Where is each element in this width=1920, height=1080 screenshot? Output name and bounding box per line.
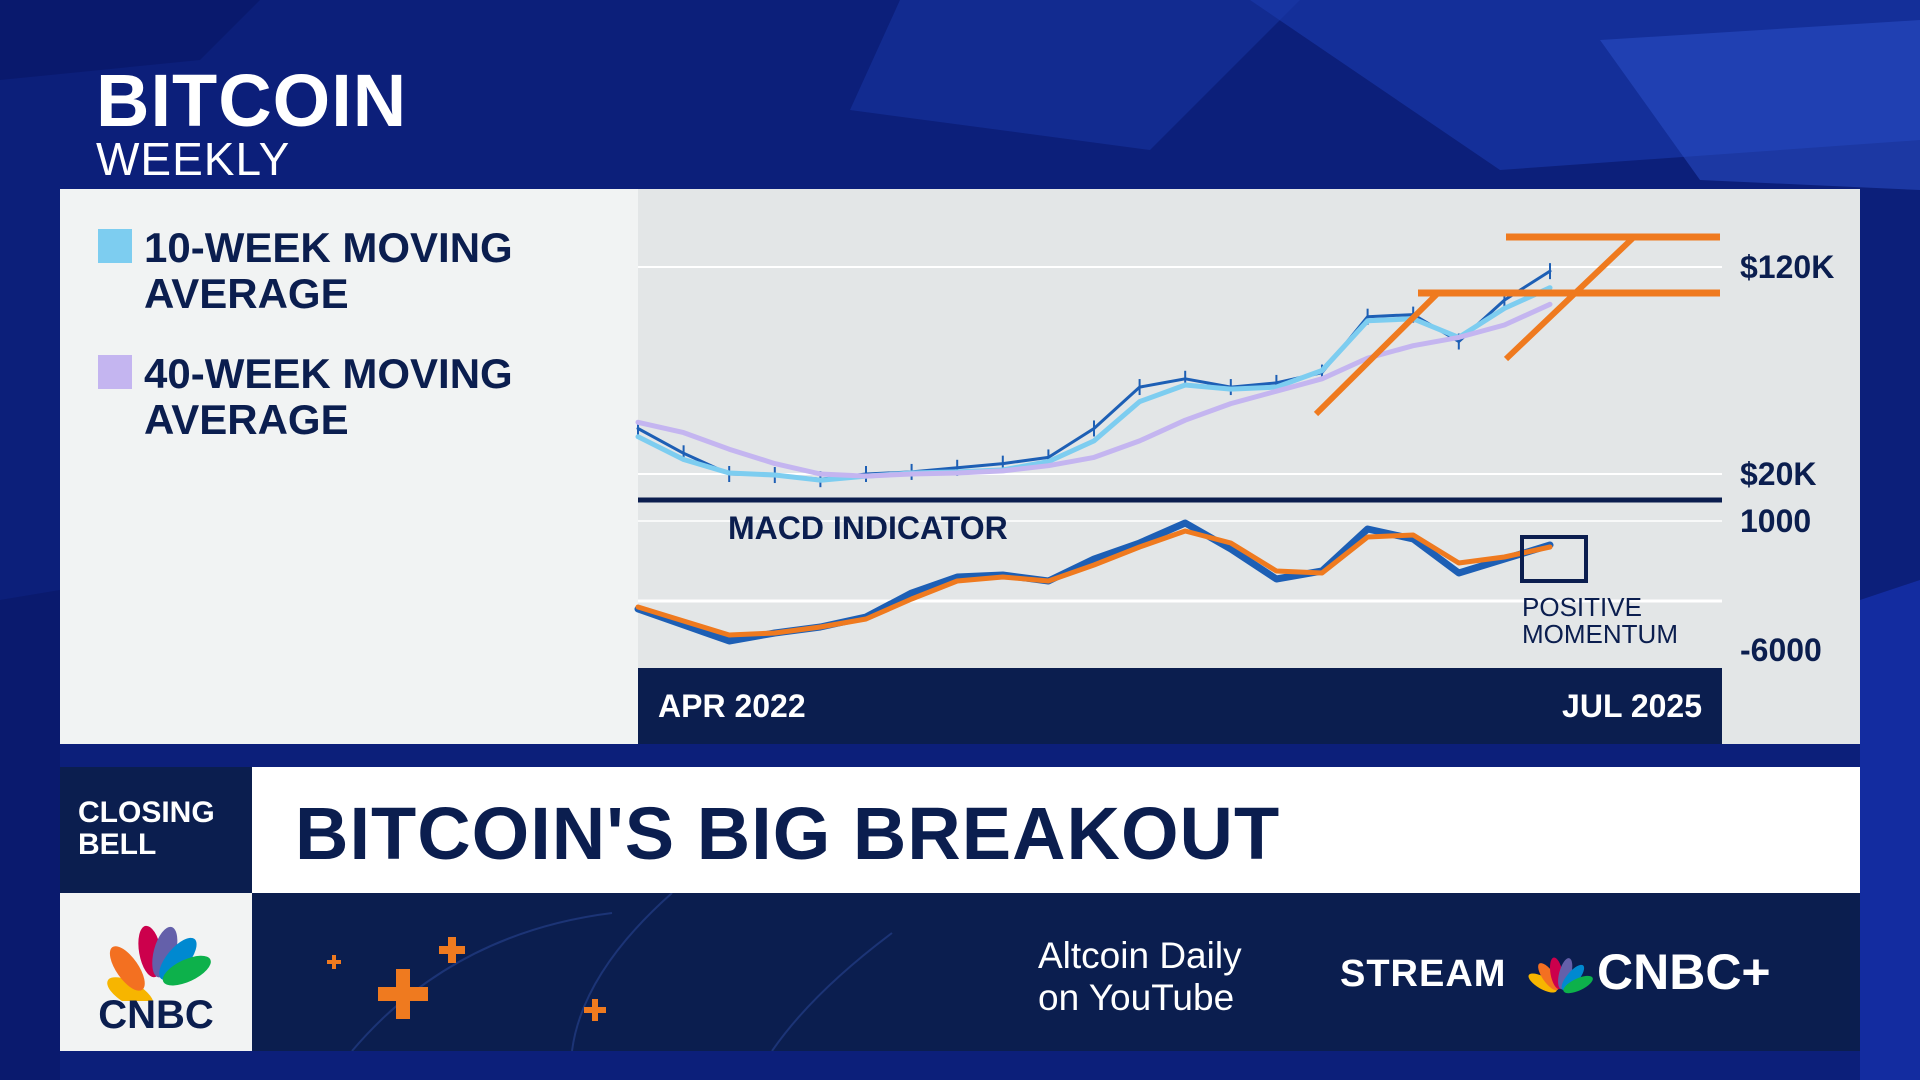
- chart-plot-area: [638, 189, 1860, 744]
- trend-line-2: [1503, 234, 1637, 362]
- page-subtitle: WEEKLY: [96, 133, 291, 185]
- chart-panel: 10-WEEK MOVING AVERAGE 40-WEEK MOVING AV…: [60, 189, 1860, 744]
- series-line-signal: [635, 528, 1553, 638]
- y-tick-120k: $120K: [1740, 249, 1834, 285]
- series-line-40-week-moving-average: [635, 301, 1553, 479]
- series-line-10-week-moving-average: [635, 285, 1553, 483]
- page-title: BITCOIN: [96, 59, 408, 142]
- y-tick-neg6000: -6000: [1740, 632, 1822, 668]
- x-label-end: JUL 2025: [1562, 688, 1702, 724]
- cnbc-logo: CNBC: [60, 893, 252, 1051]
- cnbc-plus-label: CNBC+: [1597, 944, 1771, 1000]
- momentum-label-line2: MOMENTUM: [1522, 619, 1678, 649]
- stream-label: STREAM: [1340, 953, 1507, 995]
- x-label-start: APR 2022: [658, 688, 806, 724]
- legend-label-10-week: 10-WEEK MOVING AVERAGE: [144, 224, 513, 317]
- momentum-box: [1520, 535, 1588, 583]
- show-tag: CLOSING BELL: [60, 767, 252, 893]
- y-tick-1000: 1000: [1740, 503, 1811, 539]
- promo-line-1: Altcoin Daily: [1038, 935, 1242, 976]
- legend-swatch-40-week: [98, 355, 132, 389]
- price-series-group: [635, 263, 1553, 488]
- promo-line-2: on YouTube: [1038, 977, 1235, 1018]
- promo-text: Altcoin Daily on YouTube: [1038, 935, 1242, 1019]
- legend-label-40-week: 40-WEEK MOVING AVERAGE: [144, 350, 513, 443]
- peacock-small-icon: [1528, 957, 1593, 994]
- macd-title: MACD INDICATOR: [728, 510, 1008, 546]
- cnbc-logo-text: CNBC: [98, 993, 214, 1037]
- momentum-label-line1: POSITIVE: [1522, 592, 1642, 622]
- legend-item-10-week: 10-WEEK MOVING AVERAGE: [98, 225, 614, 317]
- legend-swatch-10-week: [98, 229, 132, 263]
- decorative-crosses: [327, 893, 893, 1051]
- headline: BITCOIN'S BIG BREAKOUT: [295, 792, 1281, 875]
- footer-bar: CNBC Altcoin Daily on YouTube STREAM CNB…: [60, 893, 1860, 1051]
- y-tick-20k: $20K: [1740, 456, 1817, 492]
- lower-third-ticker: CLOSING BELL BITCOIN'S BIG BREAKOUT: [60, 767, 1860, 893]
- macd-series-group: [634, 519, 1554, 645]
- peacock-icon: [107, 925, 211, 1001]
- x-axis-bar: [638, 668, 1722, 744]
- legend-item-40-week: 40-WEEK MOVING AVERAGE: [98, 351, 614, 443]
- bitcoin-chart: APR 2022 JUL 2025 $120K $20K 1000 -6000 …: [634, 189, 1860, 744]
- trend-line-1: [1313, 290, 1441, 417]
